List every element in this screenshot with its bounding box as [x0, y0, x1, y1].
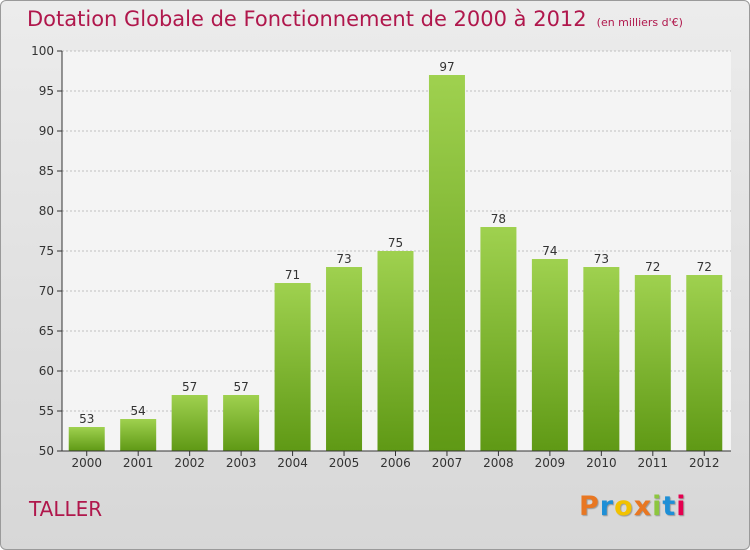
y-tick-label: 65: [39, 324, 54, 338]
bar: [223, 395, 260, 451]
bar-value-label: 74: [542, 244, 557, 258]
x-tick-label: 2007: [432, 456, 463, 470]
bar: [171, 395, 208, 451]
chart-title: Dotation Globale de Fonctionnement de 20…: [27, 7, 683, 31]
x-tick-label: 2008: [483, 456, 514, 470]
bar-value-label: 57: [233, 380, 248, 394]
bar: [634, 275, 671, 451]
y-tick-label: 55: [39, 404, 54, 418]
x-tick-label: 2006: [380, 456, 411, 470]
bar: [377, 251, 414, 451]
y-tick-label: 95: [39, 84, 54, 98]
bar-value-label: 73: [336, 252, 351, 266]
bar-value-label: 71: [285, 268, 300, 282]
proxiti-logo: Proxiti: [579, 491, 687, 522]
title-text: Dotation Globale de Fonctionnement de 20…: [27, 7, 587, 31]
bar: [480, 227, 517, 451]
x-tick-label: 2011: [638, 456, 669, 470]
y-tick-label: 90: [39, 124, 54, 138]
bar-value-label: 75: [388, 236, 403, 250]
bar: [274, 283, 311, 451]
x-tick-label: 2003: [226, 456, 257, 470]
x-tick-label: 2000: [71, 456, 102, 470]
bar-value-label: 78: [491, 212, 506, 226]
bar: [583, 267, 620, 451]
bar-value-label: 54: [131, 404, 146, 418]
chart-subtitle: (en milliers d'€): [596, 16, 683, 29]
x-tick-label: 2010: [586, 456, 617, 470]
bar-value-label: 97: [439, 60, 454, 74]
bar: [686, 275, 723, 451]
y-tick-label: 70: [39, 284, 54, 298]
bar-value-label: 73: [594, 252, 609, 266]
bar: [68, 427, 105, 451]
x-tick-label: 2009: [535, 456, 566, 470]
x-tick-label: 2002: [174, 456, 205, 470]
y-tick-label: 75: [39, 244, 54, 258]
bar-value-label: 72: [697, 260, 712, 274]
x-tick-label: 2004: [277, 456, 308, 470]
bar: [428, 75, 465, 451]
y-tick-label: 60: [39, 364, 54, 378]
y-tick-label: 50: [39, 444, 54, 458]
x-tick-label: 2012: [689, 456, 720, 470]
x-tick-label: 2005: [329, 456, 360, 470]
y-tick-label: 100: [31, 44, 54, 58]
bar-value-label: 57: [182, 380, 197, 394]
bar: [120, 419, 157, 451]
bar-value-label: 53: [79, 412, 94, 426]
bar: [531, 259, 568, 451]
y-tick-label: 80: [39, 204, 54, 218]
x-tick-label: 2001: [123, 456, 154, 470]
commune-name: TALLER: [29, 497, 103, 521]
bar-value-label: 72: [645, 260, 660, 274]
bar: [326, 267, 363, 451]
y-tick-label: 85: [39, 164, 54, 178]
